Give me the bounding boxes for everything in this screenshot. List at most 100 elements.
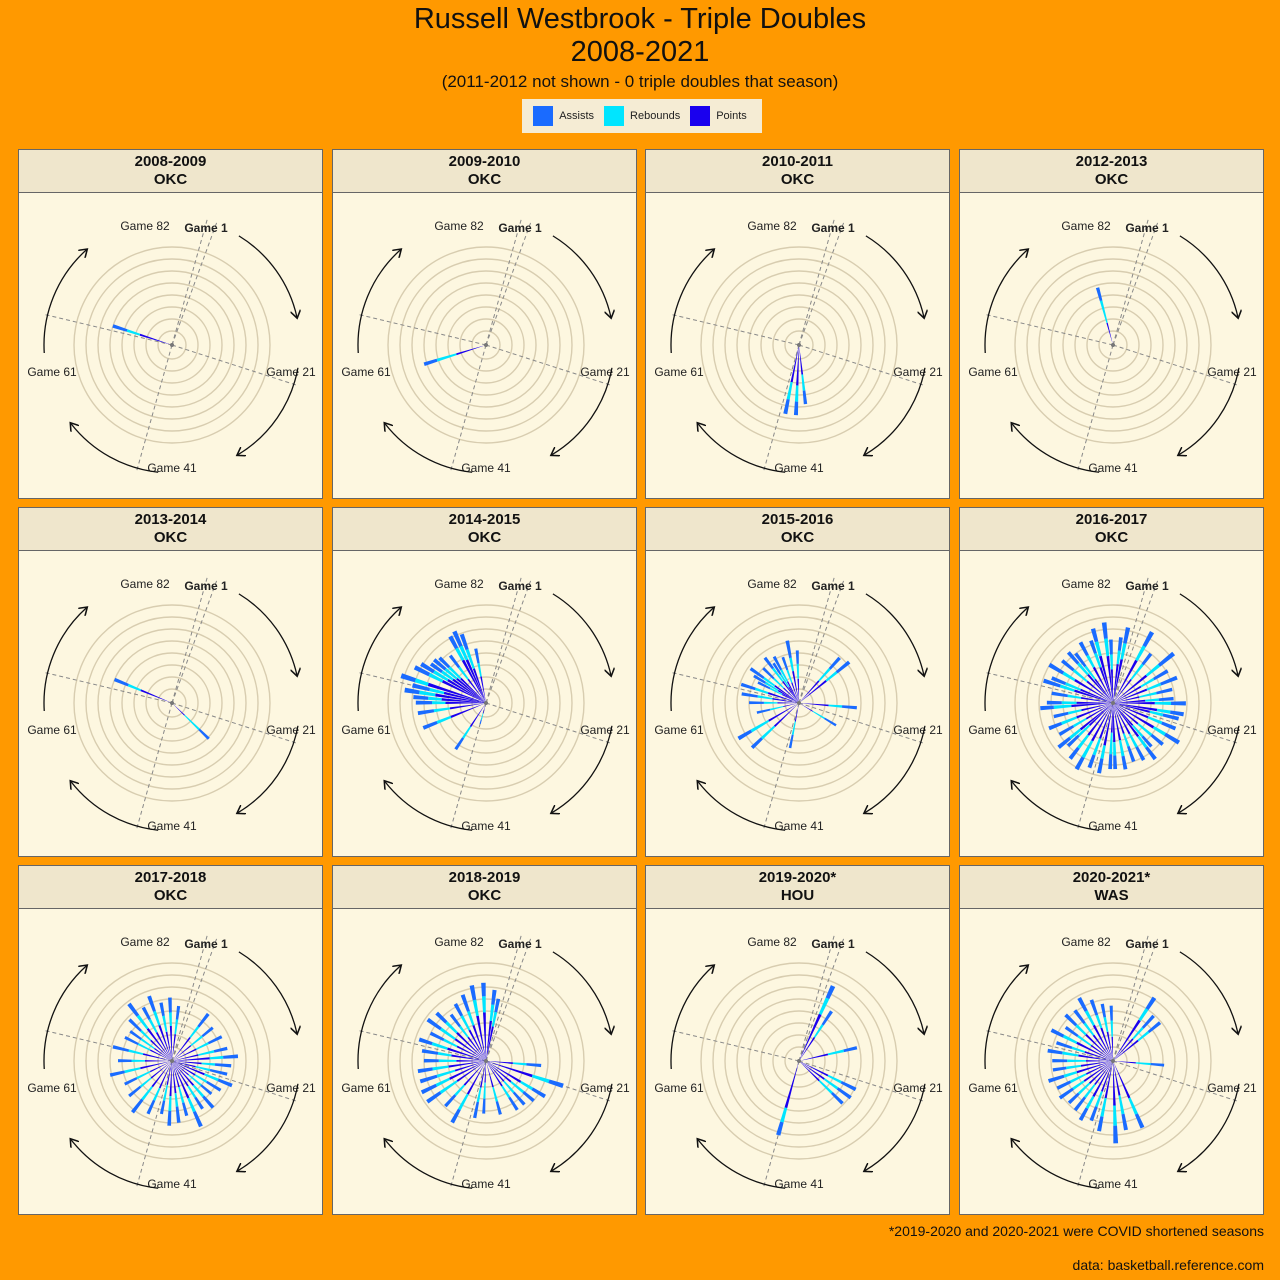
bar-segment-rebounds — [436, 353, 457, 362]
bar-segment-points — [480, 676, 486, 703]
game-guide-line — [485, 580, 532, 704]
bar-segment-assists — [1077, 997, 1088, 1012]
panel-strip: 2010-2011 OKC — [646, 150, 949, 193]
bar-segment-rebounds — [779, 674, 790, 688]
bar-segment-rebounds — [483, 1082, 486, 1099]
game-guide-line — [672, 1030, 800, 1062]
bar-segment-points — [1113, 703, 1158, 712]
bar-segment-points — [1080, 688, 1113, 703]
bar-segment-rebounds — [162, 1084, 168, 1101]
bar-segment-assists — [823, 717, 837, 727]
bar-segment-rebounds — [1061, 701, 1077, 705]
bar-segment-rebounds — [1146, 682, 1162, 691]
bar-segment-points — [1113, 702, 1155, 705]
bar-segment-points — [140, 1061, 172, 1070]
bar-segment-points — [172, 1057, 210, 1061]
bar-segment-points — [441, 698, 486, 703]
game-guide-line — [485, 219, 522, 346]
bar-segment-assists — [1158, 696, 1174, 702]
bar-segment-rebounds — [465, 649, 475, 669]
season-panel: 2013-2014 OKC Game 82 Game 1 Game 21 Game 41 G… — [18, 507, 323, 857]
bar-segment-rebounds — [201, 1062, 216, 1066]
bar-segment-points — [1106, 1031, 1113, 1061]
bar-segment-rebounds — [1137, 735, 1148, 749]
bar-segment-points — [1074, 678, 1113, 703]
label-game-61: Game 61 — [968, 365, 1018, 379]
bar-segment-points — [799, 680, 827, 703]
bar-segment-assists — [1171, 701, 1186, 706]
grid-ring — [724, 986, 874, 1136]
bar-segment-assists — [756, 708, 771, 714]
center-point — [484, 1059, 488, 1063]
bar-segment-points — [1113, 664, 1119, 703]
bar-segment-assists — [127, 1002, 140, 1017]
bar-segment-assists — [175, 1005, 181, 1020]
bar-segment-points — [1080, 696, 1113, 703]
bar-segment-points — [461, 659, 486, 703]
bar-segment-points — [435, 693, 486, 703]
bar-segment-points — [768, 703, 799, 722]
bar-segment-rebounds — [460, 1015, 471, 1031]
bar-segment-points — [1099, 655, 1113, 703]
bar-segment-assists — [423, 1058, 439, 1063]
bar-segment-assists — [420, 1083, 437, 1095]
bar-segment-rebounds — [825, 671, 838, 682]
bar-segment-assists — [194, 1096, 204, 1110]
bar-segment-rebounds — [520, 1080, 534, 1091]
bar-segment-points — [486, 1061, 503, 1087]
bar-segment-points — [799, 1053, 829, 1061]
bar-segment-assists — [109, 1070, 125, 1077]
polar-chart: Game 82 Game 1 Game 21 Game 41 Game 61 — [27, 935, 316, 1191]
bar-segment-points — [1113, 678, 1132, 703]
bar-segment-points — [1113, 703, 1131, 735]
label-game-1: Game 1 — [811, 579, 855, 593]
grid-ring — [145, 318, 199, 372]
label-game-1: Game 1 — [811, 937, 855, 951]
label-game-21: Game 21 — [580, 365, 630, 379]
bar-segment-rebounds — [1060, 716, 1078, 725]
bar-segment-points — [456, 677, 486, 703]
bar-segment-assists — [400, 673, 417, 683]
direction-arrow — [357, 966, 400, 1070]
bar-segment-points — [783, 703, 799, 708]
bar-segment-assists — [1051, 676, 1067, 685]
bar-segment-assists — [167, 1110, 172, 1126]
label-game-82: Game 82 — [120, 577, 170, 591]
grid-ring — [73, 962, 271, 1160]
bar-segment-assists — [412, 683, 430, 692]
bar-segment-points — [1113, 703, 1139, 725]
chart-title-line1: Russell Westbrook - Triple Doubles — [413, 3, 867, 35]
bar-segment-assists — [762, 667, 775, 680]
bar-segment-points — [1113, 1061, 1116, 1106]
bar-segment-assists — [1052, 1066, 1067, 1072]
bar-segment-points — [172, 1061, 202, 1065]
label-game-21: Game 21 — [1207, 723, 1257, 737]
bar-segment-points — [791, 682, 799, 703]
bar-segment-rebounds — [153, 1010, 161, 1026]
bar-segment-points — [472, 1025, 486, 1061]
bar-segment-points — [1113, 703, 1122, 741]
label-game-1: Game 1 — [498, 221, 542, 235]
bar-segment-points — [172, 1048, 197, 1061]
direction-arrow — [1179, 367, 1240, 455]
bar-segment-points — [1086, 680, 1113, 703]
covid-footnote: *2019-2020 and 2020-2021 were COVID shor… — [888, 1223, 1264, 1239]
bar-segment-assists — [781, 656, 789, 671]
bar-segment-rebounds — [1069, 728, 1082, 740]
bar-segment-points — [797, 678, 799, 703]
grid-ring — [712, 258, 886, 432]
bar-segment-assists — [432, 658, 447, 671]
bar-segment-points — [456, 1031, 486, 1061]
label-game-82: Game 82 — [747, 577, 797, 591]
bar-segment-rebounds — [454, 1084, 466, 1096]
bar-segment-assists — [429, 662, 443, 673]
bar-segment-rebounds — [162, 1015, 168, 1032]
legend-item-rebounds: Rebounds — [604, 106, 680, 126]
bar-segment-points — [172, 1061, 195, 1086]
game-guide-line — [1112, 935, 1149, 1062]
game-guide-line — [136, 702, 173, 829]
bar-segment-rebounds — [754, 687, 769, 694]
label-game-82: Game 82 — [434, 935, 484, 949]
bar-segment-rebounds — [1077, 724, 1091, 737]
label-game-61: Game 61 — [654, 365, 704, 379]
